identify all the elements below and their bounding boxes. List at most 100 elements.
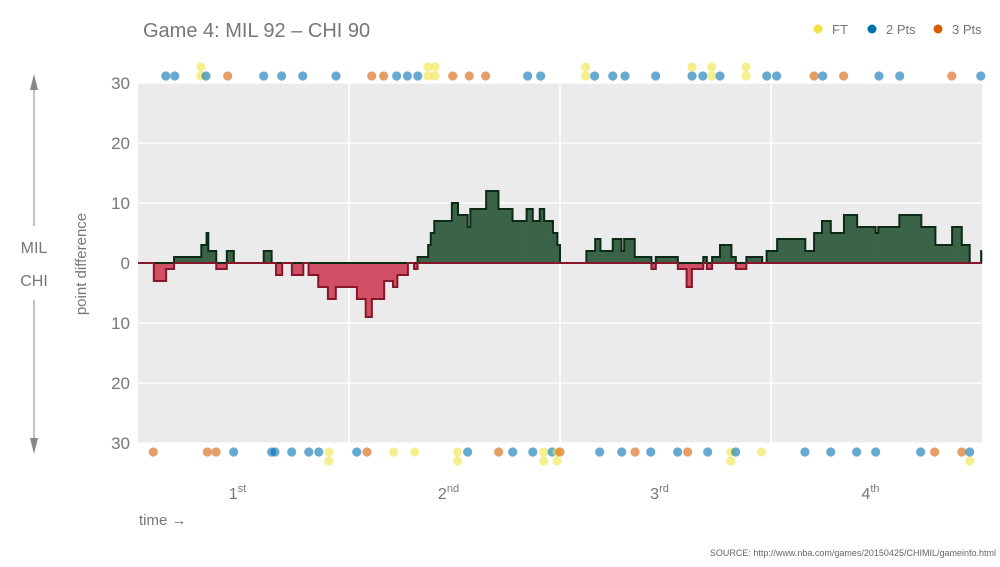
mil-lead-step [470, 209, 487, 263]
mil-score-3pts-dot [809, 71, 819, 81]
chi-score-ft-dot [389, 447, 399, 457]
mil-lead-step [526, 209, 534, 263]
mil-score-2pts-dot [651, 71, 661, 81]
mil-score-ft-dot [423, 62, 433, 72]
mil-lead-step [458, 215, 468, 263]
chi-score-2pts-dot [646, 447, 656, 457]
mil-lead-step [935, 245, 953, 263]
chi-score-ft-dot [453, 447, 463, 457]
chi-score-2pts-dot [871, 447, 881, 457]
mil-lead-step [263, 251, 272, 263]
legend-3pts-marker [933, 24, 943, 34]
quarter-label: 4th [861, 483, 879, 503]
chi-lead-step [365, 263, 373, 317]
mil-lead-step [498, 209, 513, 263]
quarter-suffix: st [238, 483, 247, 495]
mil-lead-step [821, 221, 832, 263]
mil-score-ft-dot [741, 71, 751, 81]
mil-lead-step [766, 251, 778, 263]
mil-lead-step [634, 257, 652, 263]
mil-score-2pts-dot [161, 71, 171, 81]
chi-score-2pts-dot [229, 447, 239, 457]
chi-score-2pts-dot [314, 447, 324, 457]
chi-score-2pts-dot [270, 447, 280, 457]
chi-score-2pts-dot [352, 447, 362, 457]
mil-lead-step [624, 239, 636, 263]
chi-score-3pts-dot [957, 447, 967, 457]
y-tick-label: 10 [111, 314, 130, 333]
side-arrow-labels: MIL CHI [20, 74, 48, 454]
chi-score-2pts-dot [852, 447, 862, 457]
mil-score-2pts-dot [402, 71, 412, 81]
mil-lead-step [428, 245, 432, 263]
chi-score-3pts-dot [683, 447, 693, 457]
chi-lead-step [677, 263, 687, 269]
chi-score-2pts-dot [508, 447, 518, 457]
chi-score-2pts-dot [463, 447, 473, 457]
chi-lead-step [735, 263, 747, 269]
chi-score-2pts-dot [304, 447, 314, 457]
mil-lead-step [467, 227, 471, 263]
mil-lead-step [746, 257, 763, 263]
chi-score-2pts-dot [916, 447, 926, 457]
mil-lead-step [434, 221, 453, 263]
mil-score-ft-dot [707, 62, 717, 72]
mil-lead-step [921, 227, 936, 263]
y-tick-label: 20 [111, 374, 130, 393]
mil-score-3pts-dot [379, 71, 389, 81]
mil-lead-step [208, 251, 217, 263]
mil-lead-step [226, 251, 235, 263]
chi-score-2pts-dot [731, 447, 741, 457]
mil-lead-step [952, 227, 963, 263]
legend-ft-marker [813, 24, 823, 34]
mil-lead-step [552, 233, 558, 263]
quarter-suffix: nd [447, 483, 459, 495]
mil-score-ft-dot [423, 71, 433, 81]
mil-score-2pts-dot [523, 71, 533, 81]
mil-lead-step [830, 233, 845, 263]
mil-score-ft-dot [581, 71, 591, 81]
legend-2pts-marker [867, 24, 877, 34]
y-axis-ticks: 30 20 10 0 10 20 30 [111, 74, 130, 453]
mil-lead-step [805, 251, 815, 263]
chi-lead-step [691, 263, 704, 269]
chi-lead-step [397, 263, 409, 275]
mil-lead-step [544, 221, 554, 263]
chart-title: Game 4: MIL 92 – CHI 90 [143, 20, 370, 42]
chi-lead-step [216, 263, 228, 269]
y-axis-label: point difference [73, 213, 90, 315]
mil-score-2pts-dot [874, 71, 884, 81]
mil-score-2pts-dot [608, 71, 618, 81]
chi-score-2pts-dot [673, 447, 683, 457]
mil-score-2pts-dot [331, 71, 341, 81]
mil-score-2pts-dot [259, 71, 269, 81]
y-tick-label: 30 [111, 74, 130, 93]
chi-lead-step [327, 263, 337, 299]
mil-lead-step [875, 233, 879, 263]
quarter-labels: 1st 2nd 3rd 4th [229, 483, 880, 503]
mil-lead-step [539, 209, 545, 263]
chi-score-ft-dot [965, 456, 975, 466]
chi-score-3pts-dot [630, 447, 640, 457]
chi-score-3pts-dot [362, 447, 372, 457]
mil-score-2pts-dot [536, 71, 546, 81]
mil-lead-step [814, 233, 823, 263]
mil-lead-step [843, 215, 858, 263]
mil-lead-step [612, 239, 622, 263]
chi-lead-step [335, 263, 358, 287]
chi-lead-step [276, 263, 283, 275]
chi-lead-step [706, 263, 713, 269]
mil-score-2pts-dot [170, 71, 180, 81]
mil-score-2pts-dot [392, 71, 402, 81]
mil-score-2pts-dot [698, 71, 708, 81]
chi-lead-step [651, 263, 657, 269]
chi-score-ft-dot [539, 456, 549, 466]
mil-lead-step [899, 215, 922, 263]
mil-lead-step [712, 257, 721, 263]
legend-3pts-label: 3 Pts [952, 22, 982, 37]
chi-score-3pts-dot [555, 447, 565, 457]
x-axis-label: time → [139, 512, 187, 529]
mil-lead-step [857, 227, 876, 263]
quarter-suffix: th [870, 483, 879, 495]
mil-score-3pts-dot [448, 71, 458, 81]
